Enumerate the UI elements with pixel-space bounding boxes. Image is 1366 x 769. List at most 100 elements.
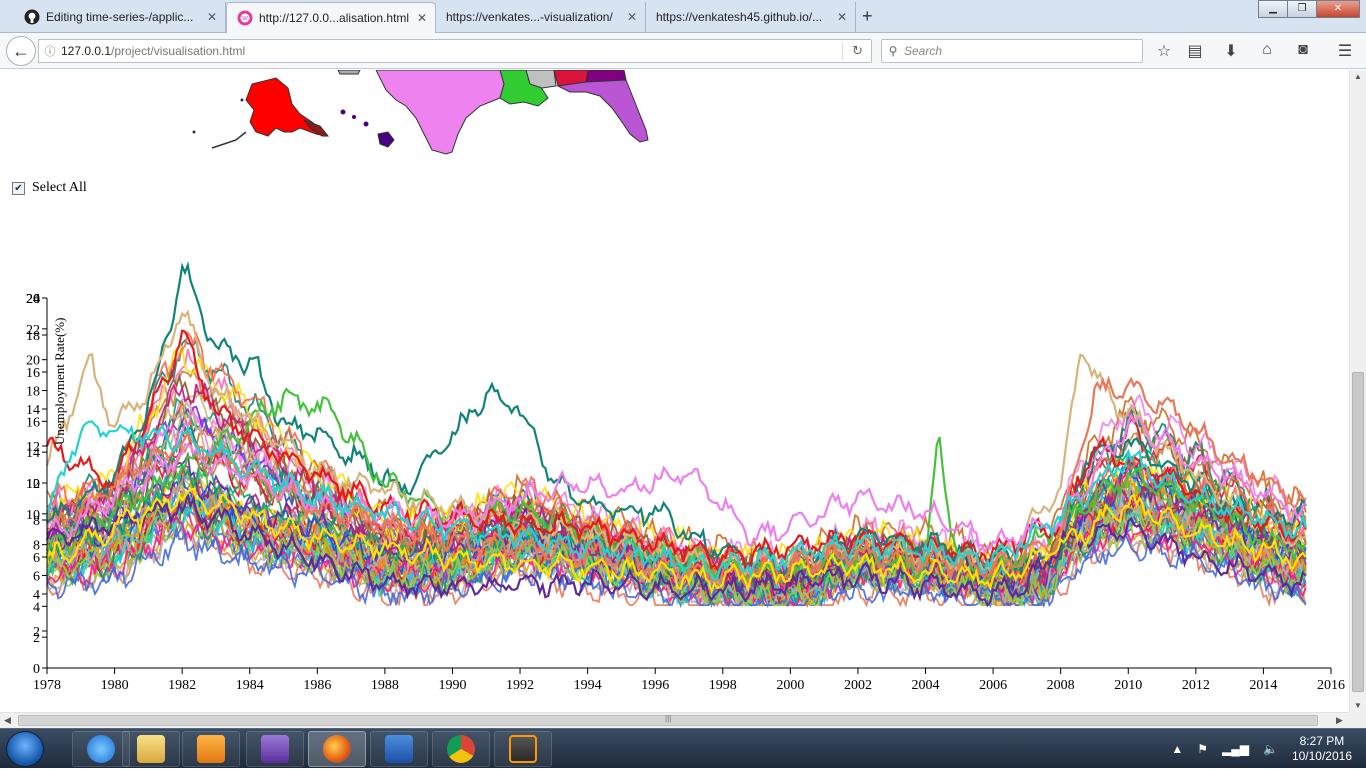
github-icon	[24, 9, 40, 25]
menu-icon[interactable]: ☰	[1337, 43, 1353, 60]
scroll-up-icon[interactable]: ▲	[1354, 72, 1362, 81]
x-tick-label: 2002	[844, 678, 872, 693]
tab-visualisation[interactable]: W http://127.0.0...alisation.html ✕	[226, 2, 436, 33]
scroll-left-icon[interactable]: ◀	[4, 715, 11, 725]
close-icon[interactable]: ✕	[416, 11, 427, 25]
taskbar-media-player[interactable]	[182, 731, 240, 767]
series-line-highlight	[45, 329, 1307, 572]
taskbar-visual-studio[interactable]	[246, 731, 304, 767]
x-tick-label: 1998	[709, 678, 737, 693]
tab-editing-time-series[interactable]: Editing time-series-/applic... ✕	[14, 2, 226, 32]
map-state-mississippi[interactable]	[525, 70, 557, 89]
y-tick-label: 14	[26, 403, 40, 418]
x-tick-label: 2014	[1249, 678, 1277, 693]
internet-explorer-icon	[87, 735, 115, 763]
browser-tab-bar: Editing time-series-/applic... ✕ W http:…	[0, 0, 1366, 33]
map-alaska-islands	[211, 131, 247, 149]
start-button[interactable]	[6, 731, 44, 767]
browser-nav-bar: ← ⓘ 127.0.0.1/project/visualisation.html…	[0, 33, 1366, 69]
horizontal-scrollbar[interactable]: ◀ ||| ▶	[0, 712, 1349, 728]
y-tick-label: 18	[26, 385, 40, 400]
back-button[interactable]: ←	[6, 36, 36, 66]
x-tick-label: 2016	[1317, 678, 1345, 693]
action-center-icon[interactable]: ⚑	[1197, 742, 1209, 756]
volume-icon[interactable]: 🔈	[1262, 742, 1278, 756]
close-icon[interactable]: ✕	[206, 10, 217, 24]
maximize-icon[interactable]: ❐	[1287, 0, 1317, 18]
map-state-hawaii-island[interactable]	[340, 109, 346, 115]
map-state-florida[interactable]	[556, 79, 649, 143]
x-tick-label: 1992	[506, 678, 534, 693]
home-icon[interactable]: ⌂	[1262, 41, 1272, 58]
taskbar-sublime-text[interactable]	[494, 731, 552, 767]
reload-icon[interactable]: ↻	[852, 43, 863, 58]
minimize-icon[interactable]: ▁	[1258, 0, 1288, 18]
y-tick-label: 20	[26, 292, 40, 307]
scroll-down-icon[interactable]: ▼	[1354, 701, 1362, 710]
scroll-right-icon[interactable]: ▶	[1336, 715, 1343, 725]
y-tick-label: 18	[26, 329, 40, 344]
select-all-control[interactable]: ✔ Select All	[12, 180, 87, 196]
x-tick-label: 1988	[371, 678, 399, 693]
window-controls: ▁ ❐ ✕	[1258, 0, 1360, 18]
map-state-new-mexico-edge[interactable]	[337, 70, 361, 75]
taskbar-firefox[interactable]	[308, 731, 366, 767]
y-tick-label: 2	[33, 625, 40, 640]
taskbar-internet-explorer[interactable]	[72, 731, 130, 767]
vertical-scrollbar[interactable]: ▲ ▼	[1349, 70, 1366, 712]
x-tick-label: 2000	[776, 678, 804, 693]
taskbar-chrome[interactable]	[432, 731, 490, 767]
show-hidden-icons-icon[interactable]: ▲	[1171, 742, 1184, 756]
x-tick-label: 1984	[236, 678, 264, 693]
select-all-label: Select All	[32, 180, 87, 195]
new-tab-button[interactable]: +	[862, 6, 873, 26]
x-tick-label: 2010	[1114, 678, 1142, 693]
scrollbar-thumb[interactable]	[18, 715, 1318, 726]
pocket-icon[interactable]: ◙	[1298, 41, 1308, 58]
tab-venkates-visualization[interactable]: https://venkates...-visualization/ ✕	[436, 2, 646, 32]
network-icon[interactable]: ▂▄▆	[1222, 742, 1249, 756]
windows-taskbar: ▲ ⚑ ▂▄▆ 🔈 8:27 PM 10/10/2016	[0, 728, 1366, 768]
y-tick-label: 26	[26, 292, 40, 307]
media-player-icon	[197, 735, 225, 763]
y-tick-label: 6	[33, 570, 40, 585]
map-state-alaska-panhandle[interactable]	[302, 118, 330, 137]
system-tray: ▲ ⚑ ▂▄▆ 🔈 8:27 PM 10/10/2016	[1171, 729, 1352, 769]
close-icon[interactable]: ✕	[626, 10, 637, 24]
series-line	[46, 525, 1307, 607]
info-icon[interactable]: ⓘ	[44, 46, 56, 58]
x-tick-label: 1982	[168, 678, 196, 693]
search-input[interactable]: ⚲ Search	[881, 39, 1143, 63]
select-all-checkbox[interactable]: ✔	[12, 181, 25, 195]
download-icon[interactable]: ⬇	[1224, 43, 1238, 60]
y-tick-label: 12	[26, 440, 40, 455]
x-tick-label: 2004	[912, 678, 940, 693]
map-state-hawaii-island[interactable]	[363, 121, 369, 127]
tab-venkatesh45-github[interactable]: https://venkatesh45.github.io/... ✕	[646, 2, 856, 32]
search-icon: ⚲	[888, 44, 898, 58]
y-tick-label: 8	[33, 539, 40, 554]
us-state-map	[192, 70, 649, 155]
taskbar-file-explorer[interactable]	[122, 731, 180, 767]
close-window-icon[interactable]: ✕	[1316, 0, 1360, 18]
reading-list-icon[interactable]: ▤	[1187, 43, 1203, 60]
map-state-hawaii[interactable]	[377, 131, 395, 148]
y-tick-label: 14	[26, 446, 40, 461]
tab-label: https://venkates...-visualization/	[446, 10, 613, 24]
bookmark-star-icon[interactable]: ☆	[1156, 43, 1172, 60]
map-state-texas[interactable]	[375, 70, 505, 155]
clock[interactable]: 8:27 PM 10/10/2016	[1292, 734, 1352, 764]
x-tick-label: 2008	[1047, 678, 1075, 693]
series-line-highlight	[45, 309, 1306, 577]
scrollbar-thumb[interactable]	[1352, 372, 1364, 692]
x-tick-label: 2006	[979, 678, 1007, 693]
map-state-hawaii-island[interactable]	[352, 115, 356, 119]
series-layer	[45, 261, 1307, 609]
taskbar-word[interactable]	[370, 731, 428, 767]
clock-date: 10/10/2016	[1291, 749, 1352, 763]
url-bar[interactable]: ⓘ 127.0.0.1/project/visualisation.html ↻	[38, 39, 872, 63]
x-tick-label: 1986	[303, 678, 331, 693]
chrome-icon	[447, 735, 475, 763]
close-icon[interactable]: ✕	[836, 10, 847, 24]
series-line-highlight	[45, 494, 1307, 608]
